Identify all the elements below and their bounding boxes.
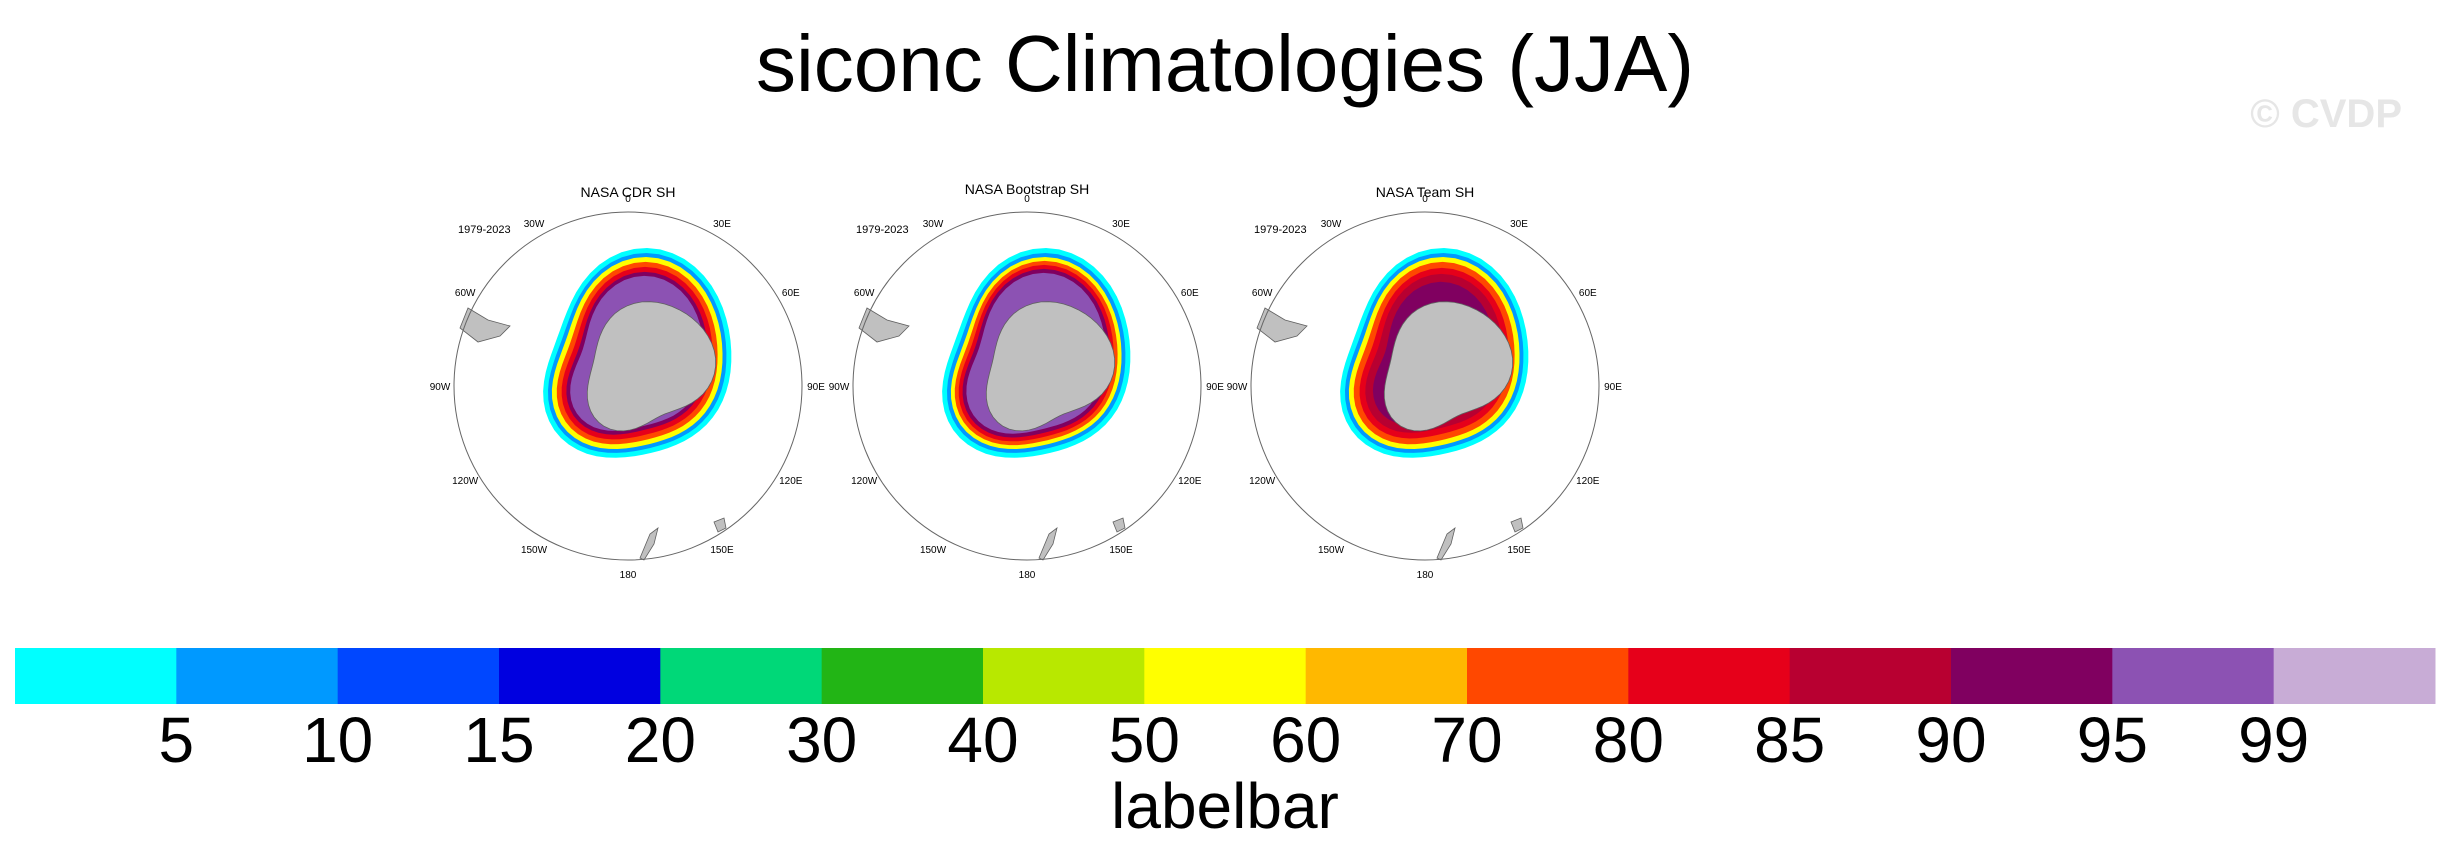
panel-title-team: NASA Team SH [1375,184,1475,200]
colorbar-box [1305,648,1468,704]
polar-map-1: 0 30E 60E 90E 120E 150E 180 150W 120W 90W 60W 30W [430,194,826,581]
lon-label: 120W [1249,476,1276,487]
colorbar-box [1628,648,1791,704]
south-america-land [1256,307,1308,343]
lon-label: 150W [920,545,947,556]
colorbar-box [15,648,177,704]
new-zealand-land [639,527,659,561]
lon-label: 180 [620,570,637,581]
polar-map-3: 0 30E 60E 90E 120E 150E 180 150W 120W 90W 60W 30W [1227,194,1623,581]
colorbar-tick-label: 10 [302,704,373,776]
lon-label: 120E [1576,476,1600,487]
lon-label: 60E [782,288,800,299]
lon-label: 30W [923,219,944,230]
colorbar-tick-label: 15 [463,704,534,776]
colorbar-tick-label: 99 [2238,704,2309,776]
tasmania-land [1112,517,1126,533]
tasmania-land [713,517,727,533]
colorbar-tick-label: 20 [625,704,696,776]
lon-label: 60E [1579,288,1597,299]
colorbar-box [1789,648,1952,704]
colorbar-tick-label: 50 [1109,704,1180,776]
colorbar-label: labelbar [1111,770,1339,842]
colorbar-tick-label: 80 [1593,704,1664,776]
polar-maps: 0 30E 60E 90E 120E 150E 180 150W 120W 90W 60W 30W 0 3… [430,194,1623,581]
tasmania-land [1510,517,1524,533]
lon-label: 0 [1422,194,1428,205]
colorbar-box [337,648,500,704]
lon-label: 120E [1178,476,1202,487]
lon-label: 120W [851,476,878,487]
colorbar-box [499,648,661,704]
lon-label: 30W [524,219,545,230]
lon-label: 180 [1019,570,1036,581]
map-boundary [1250,211,1600,561]
colorbar-tick-label: 85 [1754,704,1825,776]
colorbar-box [660,648,823,704]
lon-label: 90E [1604,382,1622,393]
lon-label: 90W [829,382,850,393]
lon-label: 60E [1181,288,1199,299]
colorbar-box [1467,648,1629,704]
map-boundary [852,211,1202,561]
south-america-land [858,307,910,343]
lon-label: 150E [1507,545,1531,556]
colorbar-tick-label: 5 [159,704,195,776]
colorbar-tick-label: 70 [1431,704,1502,776]
panel-period-team: 1979-2023 [1254,224,1307,236]
panel-period-bootstrap: 1979-2023 [856,224,909,236]
panel-title-bootstrap: NASA Bootstrap SH [964,181,1090,197]
lon-label: 30E [713,219,731,230]
lon-label: 90E [1206,382,1224,393]
antarctica-land [985,301,1115,432]
panel-title-cdr: NASA CDR SH [580,184,676,200]
lon-label: 0 [625,194,631,205]
colorbar-tick-label: 30 [786,704,857,776]
antarctica-land [586,301,716,432]
colorbar-box [1951,648,2113,704]
colorbar-box [1144,648,1307,704]
lon-label: 150E [710,545,734,556]
colorbar-box [2273,648,2436,704]
lon-label: 150W [521,545,548,556]
lon-label: 0 [1024,194,1030,205]
antarctica-land [1383,301,1513,432]
polar-map-2: 0 30E 60E 90E 120E 150E 180 150W 120W 90W 60W 30W [829,194,1225,581]
lon-label: 120W [452,476,479,487]
map-boundary [453,211,803,561]
lon-label: 60W [854,288,875,299]
colorbar-tick-label: 95 [2077,704,2148,776]
lon-label: 30E [1112,219,1130,230]
new-zealand-land [1436,527,1456,561]
lon-label: 30E [1510,219,1528,230]
colorbar-box [2112,648,2275,704]
lon-label: 90W [430,382,451,393]
lon-label: 150W [1318,545,1345,556]
lon-label: 60W [1252,288,1273,299]
colorbar-tick-label: 40 [947,704,1018,776]
colorbar-box [176,648,339,704]
lon-label: 30W [1321,219,1342,230]
panel-period-cdr: 1979-2023 [458,224,511,236]
colorbar-box [983,648,1145,704]
colorbar-tick-label: 60 [1270,704,1341,776]
lon-label: 90E [807,382,825,393]
lon-label: 60W [455,288,476,299]
new-zealand-land [1038,527,1058,561]
page-title: siconc Climatologies (JJA) [755,19,1695,108]
colorbar-box [821,648,984,704]
colorbar: 5 10 15 20 30 40 50 60 70 80 85 90 95 99 [15,648,2436,776]
watermark: © CVDP [2250,92,2402,136]
colorbar-tick-label: 90 [1915,704,1986,776]
lon-label: 120E [779,476,803,487]
lon-label: 150E [1109,545,1133,556]
south-america-land [459,307,511,343]
lon-label: 180 [1417,570,1434,581]
lon-label: 90W [1227,382,1248,393]
